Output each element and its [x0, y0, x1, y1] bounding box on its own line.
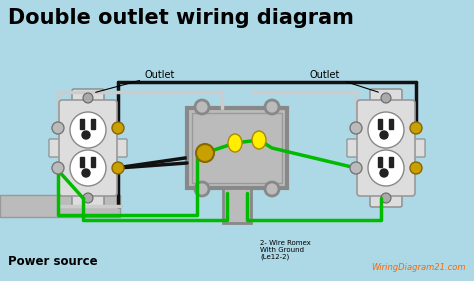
Bar: [91, 157, 95, 167]
Bar: [192, 113, 282, 183]
Circle shape: [381, 93, 391, 103]
Circle shape: [265, 100, 279, 114]
Text: Outlet: Outlet: [96, 70, 175, 92]
FancyBboxPatch shape: [72, 189, 104, 207]
FancyBboxPatch shape: [115, 139, 127, 157]
FancyBboxPatch shape: [49, 139, 61, 157]
Circle shape: [380, 131, 388, 139]
Circle shape: [410, 162, 422, 174]
Circle shape: [196, 144, 214, 162]
Circle shape: [368, 150, 404, 186]
Bar: [389, 119, 393, 129]
Circle shape: [195, 100, 209, 114]
Bar: [378, 157, 382, 167]
Ellipse shape: [252, 131, 266, 149]
Bar: [378, 119, 382, 129]
Bar: [223, 188, 251, 223]
Bar: [187, 108, 287, 188]
Bar: [91, 119, 95, 129]
Circle shape: [350, 122, 362, 134]
FancyBboxPatch shape: [72, 89, 104, 107]
FancyBboxPatch shape: [347, 139, 359, 157]
Circle shape: [350, 162, 362, 174]
Circle shape: [380, 169, 388, 177]
Circle shape: [83, 193, 93, 203]
Circle shape: [83, 93, 93, 103]
Circle shape: [82, 131, 90, 139]
Circle shape: [265, 182, 279, 196]
Text: Outlet: Outlet: [310, 70, 378, 92]
FancyBboxPatch shape: [370, 89, 402, 107]
Circle shape: [381, 193, 391, 203]
Circle shape: [195, 182, 209, 196]
Circle shape: [70, 112, 106, 148]
Circle shape: [70, 150, 106, 186]
Circle shape: [82, 169, 90, 177]
Circle shape: [52, 122, 64, 134]
Circle shape: [112, 122, 124, 134]
Text: Double outlet wiring diagram: Double outlet wiring diagram: [8, 8, 354, 28]
Bar: [80, 119, 84, 129]
Text: Power source: Power source: [8, 255, 98, 268]
FancyBboxPatch shape: [413, 139, 425, 157]
Circle shape: [52, 162, 64, 174]
FancyBboxPatch shape: [357, 100, 415, 196]
FancyBboxPatch shape: [59, 100, 117, 196]
FancyBboxPatch shape: [370, 189, 402, 207]
Circle shape: [410, 122, 422, 134]
Text: WiringDiagram21.com: WiringDiagram21.com: [372, 263, 466, 272]
Circle shape: [368, 112, 404, 148]
Ellipse shape: [228, 134, 242, 152]
Bar: [80, 157, 84, 167]
Text: 2- Wire Romex
With Ground
(Le12-2): 2- Wire Romex With Ground (Le12-2): [260, 240, 311, 260]
Bar: [0, 195, 120, 217]
Circle shape: [112, 162, 124, 174]
Bar: [389, 157, 393, 167]
